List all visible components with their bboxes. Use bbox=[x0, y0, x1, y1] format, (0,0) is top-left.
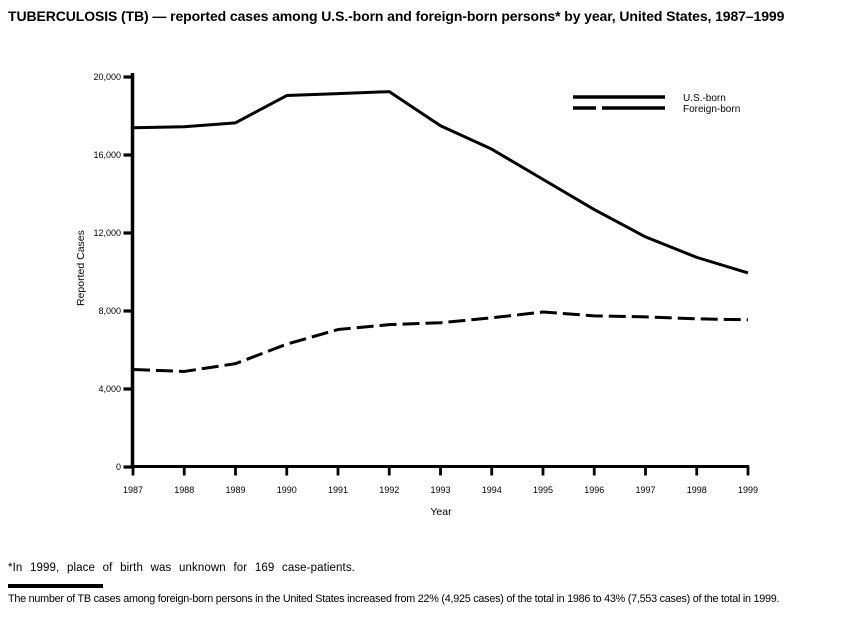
y-tick-label: 8,000 bbox=[98, 306, 121, 316]
x-tick-label: 1998 bbox=[687, 485, 707, 495]
legend-label-foreign-born: Foreign-born bbox=[683, 104, 740, 115]
x-tick-label: 1989 bbox=[225, 485, 245, 495]
x-tick-label: 1995 bbox=[533, 485, 553, 495]
legend-label-u-s-born: U.S.-born bbox=[683, 93, 726, 104]
x-tick-label: 1993 bbox=[430, 485, 450, 495]
x-axis-title: Year bbox=[430, 506, 452, 518]
caption-divider-rule bbox=[8, 584, 103, 588]
x-tick-label: 1991 bbox=[328, 485, 348, 495]
foreign-born-line bbox=[132, 310, 749, 373]
x-tick-label: 1988 bbox=[174, 485, 194, 495]
chart-title: TUBERCULOSIS (TB) — reported cases among… bbox=[8, 8, 785, 24]
x-tick-label: 1987 bbox=[123, 485, 143, 495]
y-tick-label: 16,000 bbox=[93, 150, 121, 160]
u-s-born-line bbox=[132, 90, 749, 275]
y-tick-label: 20,000 bbox=[93, 72, 121, 82]
y-tick-label: 12,000 bbox=[93, 228, 121, 238]
x-tick-label: 1996 bbox=[584, 485, 604, 495]
x-tick-label: 1999 bbox=[738, 485, 758, 495]
footnote-asterisk: *In 1999, place of birth was unknown for… bbox=[8, 562, 355, 574]
y-tick-label: 4,000 bbox=[98, 384, 121, 394]
x-tick-label: 1997 bbox=[635, 485, 655, 495]
x-tick-label: 1994 bbox=[482, 485, 502, 495]
tb-line-chart: 0 4,000 8,000 12,000 16,000 20,000 1987 1988 198… bbox=[75, 72, 758, 518]
x-tick-label: 1990 bbox=[277, 485, 297, 495]
y-axis-title: Reported Cases bbox=[75, 230, 87, 306]
caption-text: The number of TB cases among foreign-bor… bbox=[8, 593, 780, 605]
y-tick-label: 0 bbox=[116, 462, 121, 472]
x-tick-label: 1992 bbox=[379, 485, 399, 495]
